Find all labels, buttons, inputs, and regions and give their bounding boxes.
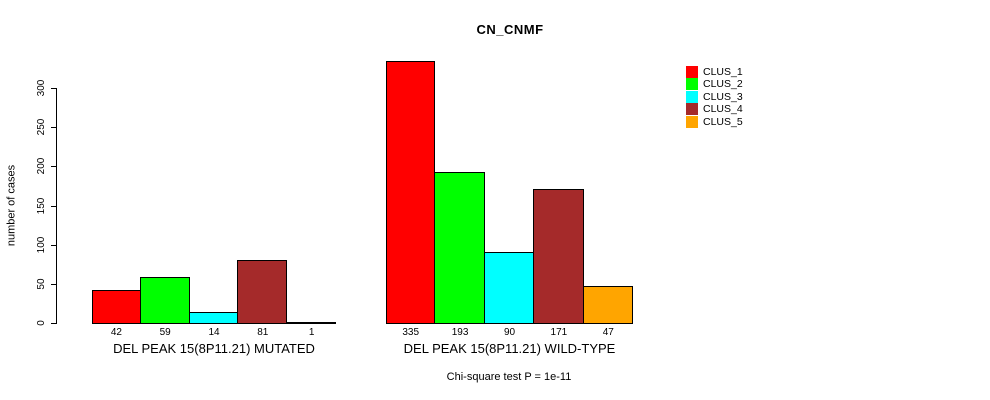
y-tick-mark <box>51 244 56 246</box>
y-axis-label: number of cases <box>5 164 18 247</box>
bar-value-label: 335 <box>402 327 420 338</box>
bar-clus_3 <box>188 312 239 324</box>
bar-value-label: 90 <box>503 327 516 338</box>
legend-swatch-clus_5 <box>686 115 698 128</box>
chi-square-note: Chi-square test P = 1e-11 <box>446 371 572 383</box>
legend-label: CLUS_2 <box>703 78 743 91</box>
bar-clus_1 <box>386 61 436 324</box>
bar-clus_2 <box>434 172 485 324</box>
bar-value-label: 14 <box>208 327 220 338</box>
y-tick-mark <box>51 127 56 129</box>
chart-title: CN_CNMF <box>476 22 544 37</box>
bar-clus_3 <box>483 252 535 324</box>
bar-value-label: 42 <box>110 327 122 338</box>
legend-label: CLUS_1 <box>703 66 743 78</box>
bar-value-label: 81 <box>257 327 269 338</box>
bar-value-label: 59 <box>159 327 171 338</box>
y-tick-mark <box>51 283 56 285</box>
y-tick-label: 100 <box>36 236 47 253</box>
bar-value-label: 171 <box>550 327 568 338</box>
bar-clus_5 <box>582 286 633 324</box>
bar-clus_4 <box>237 260 288 324</box>
legend-swatch-clus_3 <box>686 90 698 103</box>
y-tick-label: 50 <box>36 278 47 290</box>
bar-clus_2 <box>139 277 190 324</box>
y-tick-mark <box>51 323 56 324</box>
y-tick-label: 0 <box>36 320 47 326</box>
bar-clus_5 <box>286 322 336 324</box>
bar-value-label: 193 <box>451 327 469 338</box>
group-axis-label: DEL PEAK 15(8P11.21) WILD-TYPE <box>403 341 616 356</box>
bar-clus_1 <box>92 290 141 324</box>
y-axis <box>56 88 57 324</box>
legend-label: CLUS_5 <box>703 115 743 128</box>
legend-swatch-clus_4 <box>686 103 698 116</box>
y-tick-label: 200 <box>36 157 47 175</box>
legend-label: CLUS_3 <box>703 90 743 103</box>
bar-clus_4 <box>533 189 584 324</box>
group-axis-label: DEL PEAK 15(8P11.21) MUTATED <box>113 341 315 356</box>
y-tick-mark <box>51 205 56 207</box>
y-tick-label: 150 <box>36 197 47 214</box>
y-tick-label: 250 <box>36 118 47 136</box>
legend-swatch-clus_1 <box>686 66 698 78</box>
bar-value-label: 1 <box>308 327 315 338</box>
y-tick-mark <box>51 166 56 168</box>
legend-label: CLUS_4 <box>703 103 743 116</box>
y-tick-mark <box>51 88 56 89</box>
y-tick-label: 300 <box>36 79 47 97</box>
legend-swatch-clus_2 <box>686 78 698 91</box>
bar-value-label: 47 <box>602 327 614 338</box>
